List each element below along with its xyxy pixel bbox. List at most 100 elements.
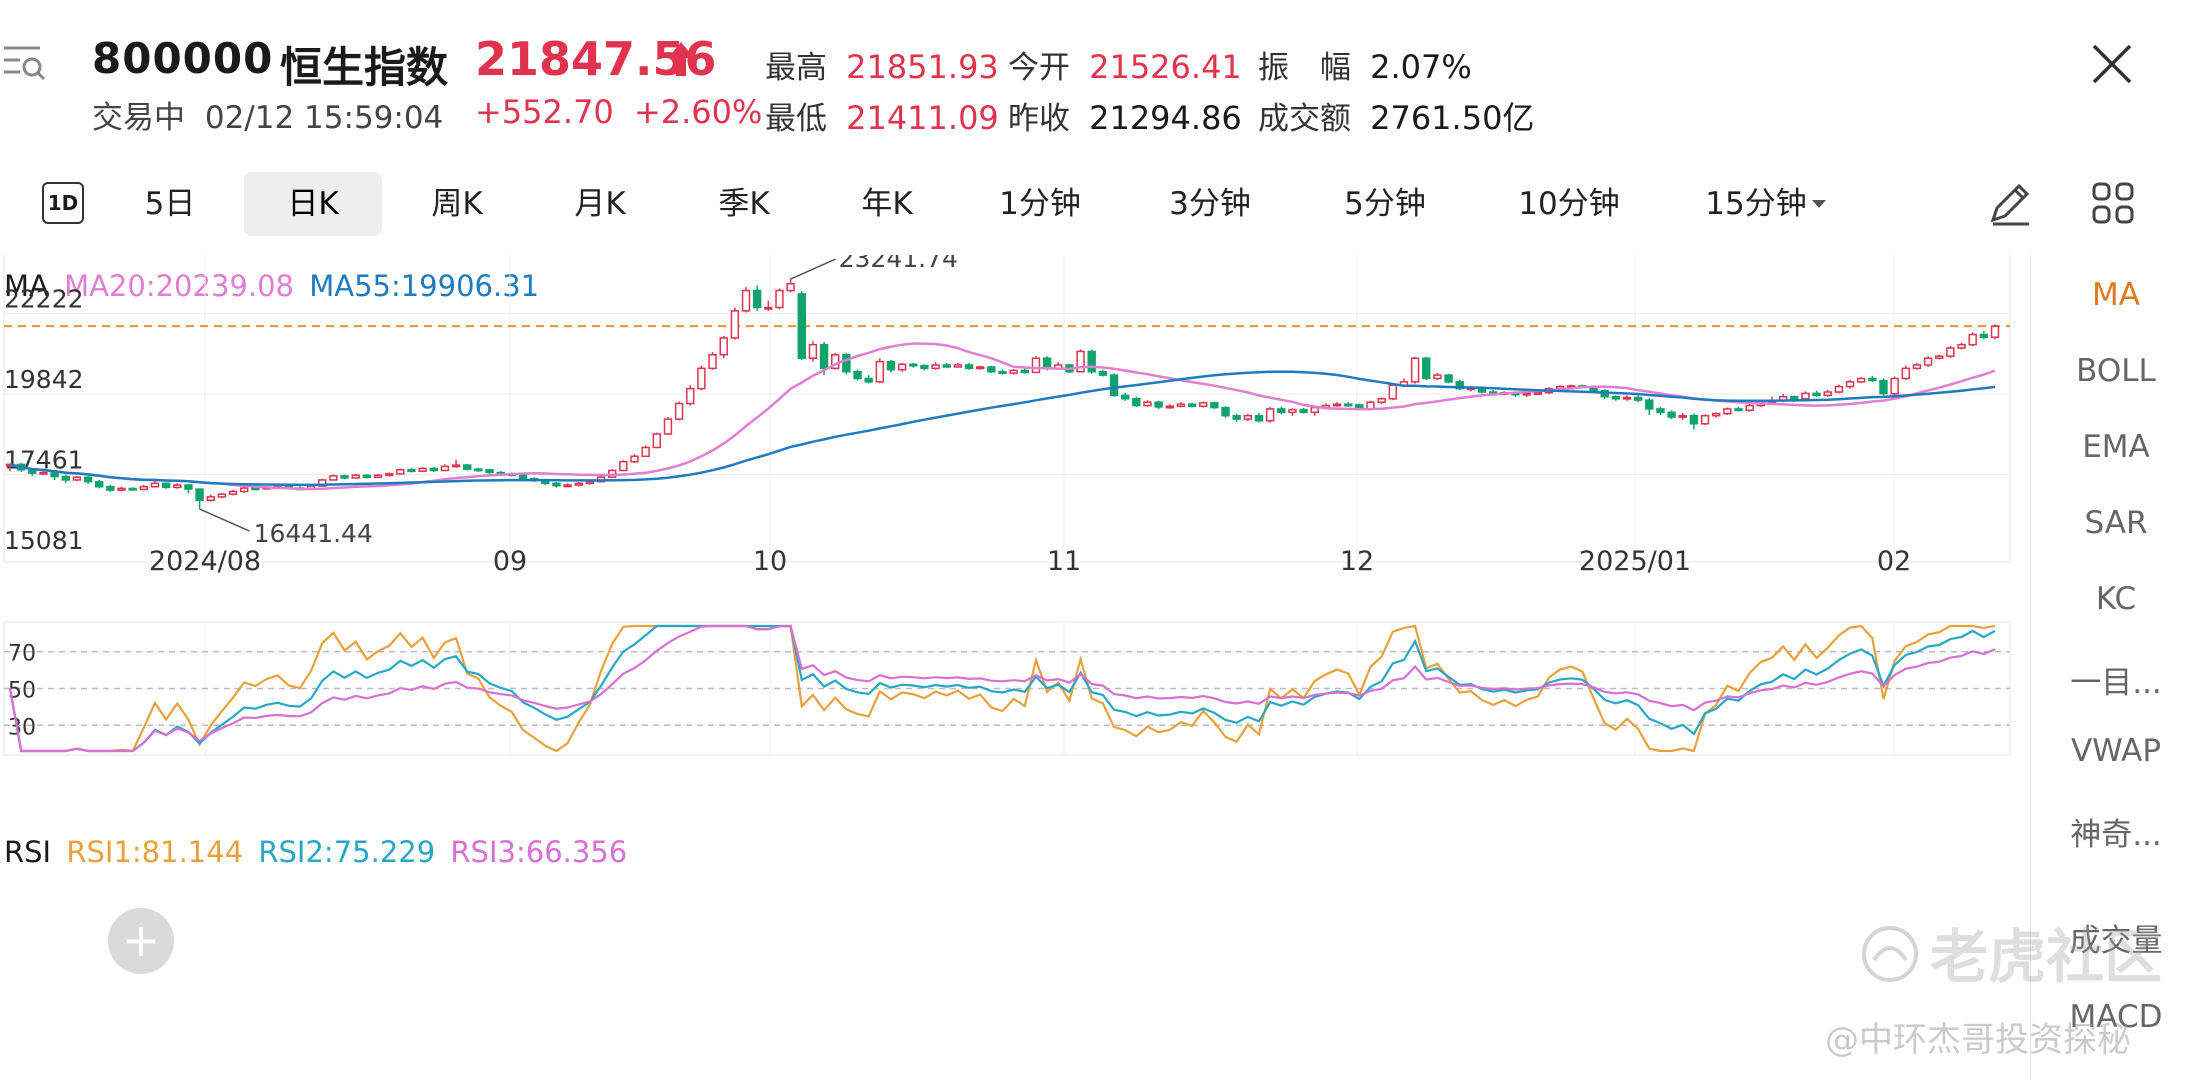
- candle-up: [708, 354, 717, 370]
- x-tick-label: 12: [1340, 546, 1374, 577]
- tab-1min[interactable]: 1分钟: [999, 186, 1081, 222]
- candle-down: [1868, 377, 1877, 382]
- add-indicator-button[interactable]: +: [108, 908, 174, 974]
- candle-down: [429, 467, 438, 472]
- candle-down: [1645, 399, 1654, 410]
- kline-chart-area[interactable]: MA MA20:20239.08 MA55:19906.31 RSI RSI1:…: [0, 255, 2030, 1075]
- candle-up: [1923, 357, 1933, 366]
- candle-up: [1377, 398, 1386, 403]
- indicator-volume[interactable]: 成交量: [2069, 923, 2163, 959]
- indicator-macd[interactable]: MACD: [2069, 999, 2163, 1035]
- candle-down: [842, 354, 851, 373]
- candle-up: [931, 364, 940, 370]
- tab-week-k[interactable]: 周K: [431, 186, 483, 222]
- menu-search-icon[interactable]: [0, 40, 48, 88]
- candle-up: [1968, 333, 1977, 346]
- stat-prev-close: 昨收 21294.86: [1008, 93, 1242, 138]
- candle-up: [652, 433, 662, 449]
- tab-year-k[interactable]: 年K: [861, 186, 913, 222]
- candle-down: [485, 469, 494, 474]
- candle-up: [686, 387, 695, 405]
- rsi1-legend: RSI1:81.144: [66, 835, 244, 869]
- candle-up: [384, 473, 394, 477]
- candle-down: [61, 475, 70, 481]
- candle-up: [1265, 408, 1275, 422]
- indicator-boll[interactable]: BOLL: [2076, 353, 2156, 389]
- indicator-ema[interactable]: EMA: [2082, 429, 2150, 465]
- tab-3min[interactable]: 3分钟: [1169, 186, 1251, 222]
- draw-pen-icon[interactable]: [1985, 178, 2035, 228]
- x-tick-label: 09: [493, 546, 527, 577]
- grid-layout-icon[interactable]: [2088, 178, 2138, 228]
- candle-down: [987, 366, 996, 373]
- indicator-kc[interactable]: KC: [2095, 581, 2137, 617]
- high-annotation-leader: [790, 258, 836, 280]
- period-dropdown-icon[interactable]: [1812, 200, 1826, 208]
- candle-up: [1957, 343, 1966, 349]
- candle-down: [1221, 406, 1230, 417]
- tab-1d[interactable]: 1D: [42, 182, 84, 224]
- tab-month-k[interactable]: 月K: [574, 186, 626, 222]
- stat-label: 成交额: [1258, 101, 1351, 137]
- tab-5d[interactable]: 5日: [144, 186, 196, 222]
- candle-up: [1990, 325, 2000, 338]
- candle-down: [1879, 379, 1888, 395]
- close-icon[interactable]: [2088, 40, 2136, 88]
- candle-down: [1132, 398, 1141, 407]
- candle-down: [1734, 408, 1743, 412]
- candle-up: [440, 465, 450, 472]
- candle-up: [1823, 391, 1832, 397]
- candle-up: [741, 289, 751, 312]
- indicator-vwap[interactable]: VWAP: [2070, 733, 2162, 769]
- candle-up: [1533, 391, 1542, 395]
- candle-up: [1678, 414, 1687, 418]
- stat-value: 21851.93: [846, 48, 999, 86]
- update-time: 02/12 15:59:04: [204, 100, 444, 136]
- candle-up: [418, 467, 427, 472]
- candle-up: [775, 289, 784, 309]
- tab-15min[interactable]: 15分钟: [1705, 186, 1807, 222]
- candle-down: [1812, 392, 1821, 397]
- candle-up: [1745, 404, 1754, 412]
- tab-day-k[interactable]: 日K: [244, 172, 382, 236]
- candle-up: [1890, 377, 1899, 395]
- stat-value: 21526.41: [1089, 48, 1242, 86]
- indicator-sar[interactable]: SAR: [2084, 505, 2148, 541]
- candle-up: [764, 306, 773, 310]
- candle-down: [1656, 408, 1665, 414]
- candle-up: [808, 343, 818, 359]
- candle-up: [451, 464, 461, 468]
- candle-down: [128, 487, 137, 491]
- candle-up: [786, 283, 795, 292]
- low-annotation-leader: [199, 508, 250, 532]
- candle-up: [1901, 367, 1910, 380]
- candle-down: [1098, 370, 1108, 376]
- candle-up: [1031, 357, 1041, 374]
- candle-up: [329, 475, 338, 481]
- ma55-legend: MA55:19906.31: [309, 269, 540, 303]
- tab-5min[interactable]: 5分钟: [1344, 186, 1426, 222]
- tab-10min[interactable]: 10分钟: [1518, 186, 1620, 222]
- index-name: 恒生指数: [280, 43, 449, 92]
- candle-up: [318, 479, 327, 487]
- rsi2-legend: RSI2:75.229: [258, 835, 436, 869]
- candle-down: [1042, 357, 1052, 370]
- candle-up: [1199, 402, 1208, 407]
- status-text: 交易中: [92, 100, 185, 136]
- candle-down: [1232, 414, 1241, 420]
- stat-amplitude: 振 幅 2.07%: [1258, 42, 1472, 87]
- tab-quarter-k[interactable]: 季K: [718, 186, 770, 222]
- candle-up: [173, 484, 182, 489]
- indicator-ma[interactable]: MA: [2092, 277, 2140, 313]
- candle-down: [1790, 396, 1799, 400]
- rsi3-line: [8, 624, 1996, 753]
- candle-up: [228, 490, 238, 495]
- candle-up: [1388, 384, 1398, 400]
- x-tick-label: 2025/01: [1579, 546, 1691, 577]
- candle-up: [1243, 414, 1253, 420]
- candle-down: [1444, 374, 1453, 383]
- indicator-magic[interactable]: 神奇...: [2070, 817, 2162, 853]
- candle-up: [1946, 347, 1955, 357]
- indicator-ichimoku[interactable]: 一目...: [2070, 665, 2162, 701]
- rsi-legend: RSI RSI1:81.144 RSI2:75.229 RSI3:66.356: [4, 835, 627, 869]
